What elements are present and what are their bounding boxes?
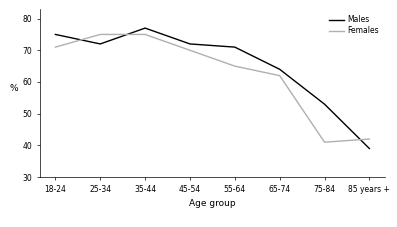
Males (277, 68, 282, 71)
Line: Females: Females (56, 35, 369, 142)
Females (143, 33, 148, 36)
Males (98, 43, 103, 45)
Males (188, 43, 193, 45)
Females (232, 65, 237, 67)
Females (322, 141, 327, 143)
Females (277, 74, 282, 77)
X-axis label: Age group: Age group (189, 199, 236, 208)
Females (188, 49, 193, 52)
Y-axis label: %: % (10, 84, 18, 93)
Males (367, 147, 372, 150)
Males (53, 33, 58, 36)
Females (98, 33, 103, 36)
Females (53, 46, 58, 49)
Females (367, 138, 372, 140)
Line: Males: Males (56, 28, 369, 148)
Males (143, 27, 148, 30)
Legend: Males, Females: Males, Females (327, 13, 381, 38)
Males (232, 46, 237, 49)
Males (322, 103, 327, 106)
